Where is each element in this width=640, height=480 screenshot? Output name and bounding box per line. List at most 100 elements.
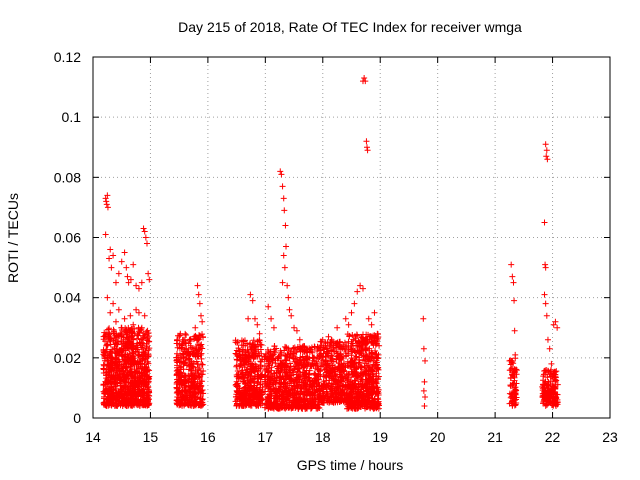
data-point [123,379,130,386]
data-point [364,390,371,397]
data-point [282,222,289,229]
data-point [111,383,118,390]
data-point [552,318,559,325]
data-point [254,338,261,345]
data-point [281,402,288,409]
data-point [122,402,129,409]
data-point [327,357,334,364]
data-point [174,362,181,369]
data-point [235,402,242,409]
data-point [141,392,148,399]
y-tick-label: 0.02 [54,350,81,366]
data-point [511,374,518,381]
data-point [118,337,125,344]
data-point [296,336,303,343]
data-point [277,383,284,390]
data-point [195,389,202,396]
data-point [544,381,551,388]
data-point [102,231,109,238]
data-point [342,346,349,353]
data-point [248,391,255,398]
data-point [370,361,377,368]
data-point [120,378,127,385]
data-point [107,246,114,253]
data-point [546,392,553,399]
data-point [196,300,203,307]
data-point [105,357,112,364]
data-point [238,342,245,349]
data-point [422,393,429,400]
data-point [295,403,302,410]
data-point [336,371,343,378]
data-point [336,338,343,345]
data-point [302,380,309,387]
data-point [291,344,298,351]
data-point [420,387,427,394]
data-point [305,359,312,366]
data-point [262,388,269,395]
data-point [373,370,380,377]
data-point [245,315,252,322]
data-point [131,330,138,337]
data-point [278,171,285,178]
data-point [251,378,258,385]
data-point [199,371,206,378]
data-point [345,372,352,379]
data-point [291,377,298,384]
data-point [311,387,318,394]
data-point [268,315,275,322]
data-point [177,332,184,339]
data-point [542,261,549,268]
data-point [104,400,111,407]
data-point [116,333,123,340]
data-point [105,383,112,390]
data-point [175,389,182,396]
data-point [193,344,200,351]
data-point [317,338,324,345]
data-point [540,397,547,404]
data-point [288,372,295,379]
data-point [296,404,303,411]
data-point [120,336,127,343]
data-point [136,378,143,385]
data-point [118,382,125,389]
data-point [364,393,371,400]
data-point [118,324,125,331]
data-point [358,343,365,350]
data-point [273,396,280,403]
data-point [242,355,249,362]
data-point [194,366,201,373]
data-point [250,337,257,344]
data-point [309,354,316,361]
data-point [192,324,199,331]
data-point [363,337,370,344]
data-point [364,147,371,154]
data-point [371,309,378,316]
data-point [199,333,206,340]
data-point [280,195,287,202]
data-point [314,347,321,354]
data-point [273,387,280,394]
data-point [198,350,205,357]
data-point [510,360,517,367]
data-point [311,360,318,367]
data-point [327,366,334,373]
data-point [192,333,199,340]
data-point [138,369,145,376]
data-point [305,386,312,393]
data-point [184,350,191,357]
data-point [288,312,295,319]
data-point [357,402,364,409]
data-point [268,367,275,374]
data-point [311,370,318,377]
data-point [258,389,265,396]
data-point [366,345,373,352]
data-point [356,360,363,367]
data-point [113,380,120,387]
data-point [284,352,291,359]
data-point [133,342,140,349]
data-point [322,383,329,390]
data-point [294,366,301,373]
data-point [247,373,254,380]
data-point [513,387,520,394]
